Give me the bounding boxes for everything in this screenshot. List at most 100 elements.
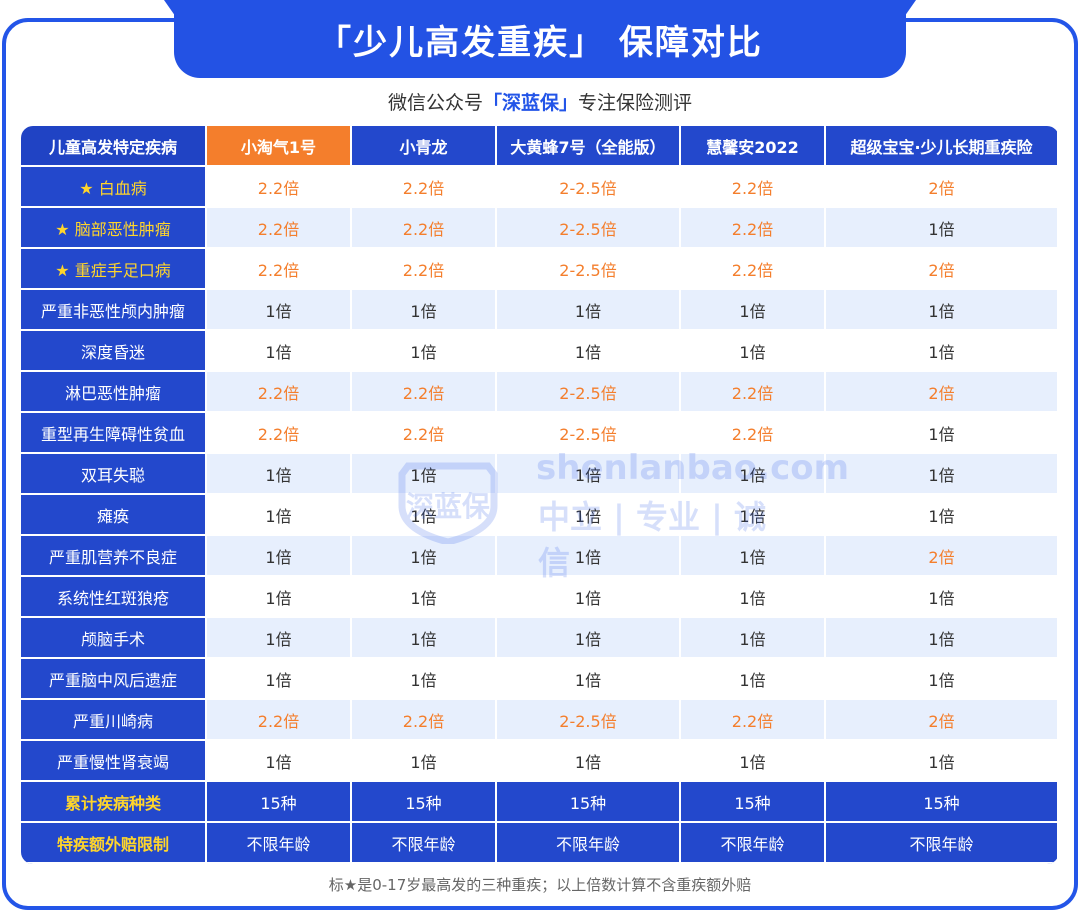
column-header-product: 小淘气1号 [207,126,352,167]
table-cell: 2.2倍 [681,372,826,413]
row-label: 严重脑中风后遗症 [21,659,207,700]
table-cell: 1倍 [826,331,1057,372]
table-cell: 1倍 [681,290,826,331]
footer-cell: 15种 [352,782,497,823]
table-cell: 1倍 [681,741,826,782]
row-label: 淋巴恶性肿瘤 [21,372,207,413]
table-cell: 2-2.5倍 [497,700,681,741]
table-cell: 2倍 [826,249,1057,290]
table-cell: 1倍 [207,495,352,536]
table-cell: 1倍 [826,454,1057,495]
footer-cell: 不限年龄 [681,823,826,864]
subtitle-brand: 「深蓝保」 [482,92,578,114]
table-cell: 1倍 [207,454,352,495]
footer-cell: 15种 [207,782,352,823]
table-cell: 1倍 [352,536,497,577]
table-cell: 1倍 [681,495,826,536]
footer-cell: 不限年龄 [207,823,352,864]
row-label: ★ 脑部恶性肿瘤 [21,208,207,249]
table-cell: 2.2倍 [207,700,352,741]
table-cell: 2.2倍 [352,413,497,454]
table-cell: 2.2倍 [207,413,352,454]
table-cell: 1倍 [497,577,681,618]
table-cell: 2.2倍 [207,372,352,413]
table-cell: 1倍 [826,413,1057,454]
footer-cell: 15种 [497,782,681,823]
table-cell: 2.2倍 [352,700,497,741]
subtitle-prefix: 微信公众号 [387,92,483,114]
table-cell: 1倍 [352,454,497,495]
table-cell: 2.2倍 [352,208,497,249]
table-cell: 1倍 [497,495,681,536]
column-header-product: 超级宝宝·少儿长期重疾险 [826,126,1057,167]
table-cell: 1倍 [826,495,1057,536]
column-header-disease: 儿童高发特定疾病 [21,126,207,167]
table-cell: 1倍 [497,331,681,372]
footer-cell: 15种 [681,782,826,823]
row-label: 严重肌营养不良症 [21,536,207,577]
table-cell: 2倍 [826,536,1057,577]
table-cell: 2-2.5倍 [497,372,681,413]
table-cell: 1倍 [352,618,497,659]
row-label: 严重非恶性颅内肿瘤 [21,290,207,331]
table-cell: 2.2倍 [681,700,826,741]
table-cell: 1倍 [207,741,352,782]
table-cell: 1倍 [352,495,497,536]
table-cell: 2.2倍 [681,167,826,208]
table-cell: 1倍 [681,454,826,495]
table-cell: 2.2倍 [681,249,826,290]
table-cell: 2倍 [826,372,1057,413]
table-cell: 2.2倍 [207,249,352,290]
table-cell: 1倍 [352,659,497,700]
table-cell: 1倍 [207,290,352,331]
footnote: 标★是0-17岁最高发的三种重疾；以上倍数计算不含重疾额外赔 [328,876,752,894]
subtitle-suffix: 专注保险测评 [578,92,693,114]
row-label: ★ 白血病 [21,167,207,208]
table-cell: 1倍 [207,618,352,659]
row-label: 系统性红斑狼疮 [21,577,207,618]
column-header-product: 小青龙 [352,126,497,167]
footer-cell: 不限年龄 [497,823,681,864]
comparison-table: 儿童高发特定疾病 小淘气1号 小青龙 大黄蜂7号（全能版） 慧馨安2022 超级宝宝·少儿… [21,126,1059,864]
table-cell: 1倍 [681,659,826,700]
table-cell: 1倍 [497,741,681,782]
table-cell: 2.2倍 [352,167,497,208]
row-label: ★ 重症手足口病 [21,249,207,290]
table-cell: 2.2倍 [207,167,352,208]
subtitle: 微信公众号「深蓝保」专注保险测评 [0,88,1080,115]
table-cell: 1倍 [681,577,826,618]
table-cell: 2-2.5倍 [497,413,681,454]
table-cell: 1倍 [826,577,1057,618]
footer-cell: 不限年龄 [826,823,1057,864]
table-cell: 1倍 [207,659,352,700]
table-cell: 1倍 [681,618,826,659]
table-cell: 2.2倍 [352,372,497,413]
table-cell: 2-2.5倍 [497,208,681,249]
table-cell: 2.2倍 [681,413,826,454]
table-cell: 1倍 [826,659,1057,700]
row-label: 严重慢性肾衰竭 [21,741,207,782]
table-cell: 2-2.5倍 [497,167,681,208]
table-cell: 1倍 [681,536,826,577]
table-cell: 1倍 [207,577,352,618]
table-cell: 1倍 [497,290,681,331]
table-cell: 2.2倍 [207,208,352,249]
table-cell: 1倍 [681,331,826,372]
row-label: 重型再生障碍性贫血 [21,413,207,454]
table-cell: 2倍 [826,700,1057,741]
row-label: 深度昏迷 [21,331,207,372]
table-cell: 2倍 [826,167,1057,208]
footer-row-label: 累计疾病种类 [21,782,207,823]
table-cell: 2-2.5倍 [497,249,681,290]
table-cell: 1倍 [497,618,681,659]
table-cell: 1倍 [207,536,352,577]
table-cell: 1倍 [826,208,1057,249]
table-cell: 1倍 [207,331,352,372]
table-cell: 1倍 [352,290,497,331]
table-cell: 1倍 [826,618,1057,659]
row-label: 颅脑手术 [21,618,207,659]
table-cell: 1倍 [826,741,1057,782]
footer-row-label: 特疾额外赔限制 [21,823,207,864]
page-title: 「少儿高发重疾」 保障对比 [174,0,906,78]
column-header-product: 慧馨安2022 [681,126,826,167]
